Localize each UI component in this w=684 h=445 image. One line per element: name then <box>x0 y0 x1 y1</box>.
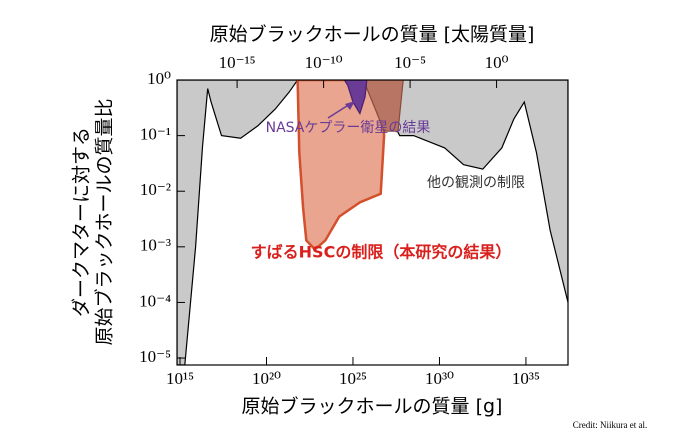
region <box>177 80 299 365</box>
x-tick-label: 10³⁵ <box>512 369 540 388</box>
x2-axis-label: 原始ブラックホールの質量 [太陽質量] <box>210 23 535 46</box>
plot-area <box>177 80 568 365</box>
x-tick-label: 10²⁵ <box>339 369 367 388</box>
arrow-head <box>345 101 355 110</box>
x2-tick-label: 10⁻⁵ <box>394 53 426 72</box>
y-axis-label: ダークマターに対する <box>71 127 93 317</box>
y-tick-label: 10⁻¹ <box>140 125 171 144</box>
y-tick-label: 10⁻² <box>140 180 171 199</box>
credit: Credit: Niikura et al. <box>573 420 647 430</box>
x2-tick-label: 10⁰ <box>485 53 509 72</box>
y-tick-label: 10⁻⁵ <box>139 347 171 366</box>
x2-tick-label: 10⁻¹⁰ <box>305 53 343 72</box>
x-tick-label: 10¹⁵ <box>166 369 194 388</box>
x-tick-label: 10²⁰ <box>252 369 281 388</box>
x2-tick-label: 10⁻¹⁵ <box>219 53 256 72</box>
region <box>343 80 368 115</box>
annotation: すばるHSCの制限（本研究の結果） <box>251 243 512 262</box>
x-tick-label: 10³⁰ <box>425 369 454 388</box>
annotation: 他の観測の制限 <box>427 174 525 191</box>
y-tick-label: 10⁻⁴ <box>139 291 171 310</box>
y-axis-label: 原始ブラックホールの質量比 <box>93 98 116 345</box>
region <box>362 80 404 132</box>
region <box>378 80 568 303</box>
x-axis-label: 原始ブラックホールの質量 [g] <box>242 395 503 418</box>
annotation: NASAケプラー衛星の結果 <box>266 120 431 136</box>
y-tick-label: 10⁰ <box>147 69 171 88</box>
y-tick-label: 10⁻³ <box>140 236 171 255</box>
arrow <box>327 103 351 119</box>
region <box>296 80 386 252</box>
plot-frame <box>176 79 569 366</box>
